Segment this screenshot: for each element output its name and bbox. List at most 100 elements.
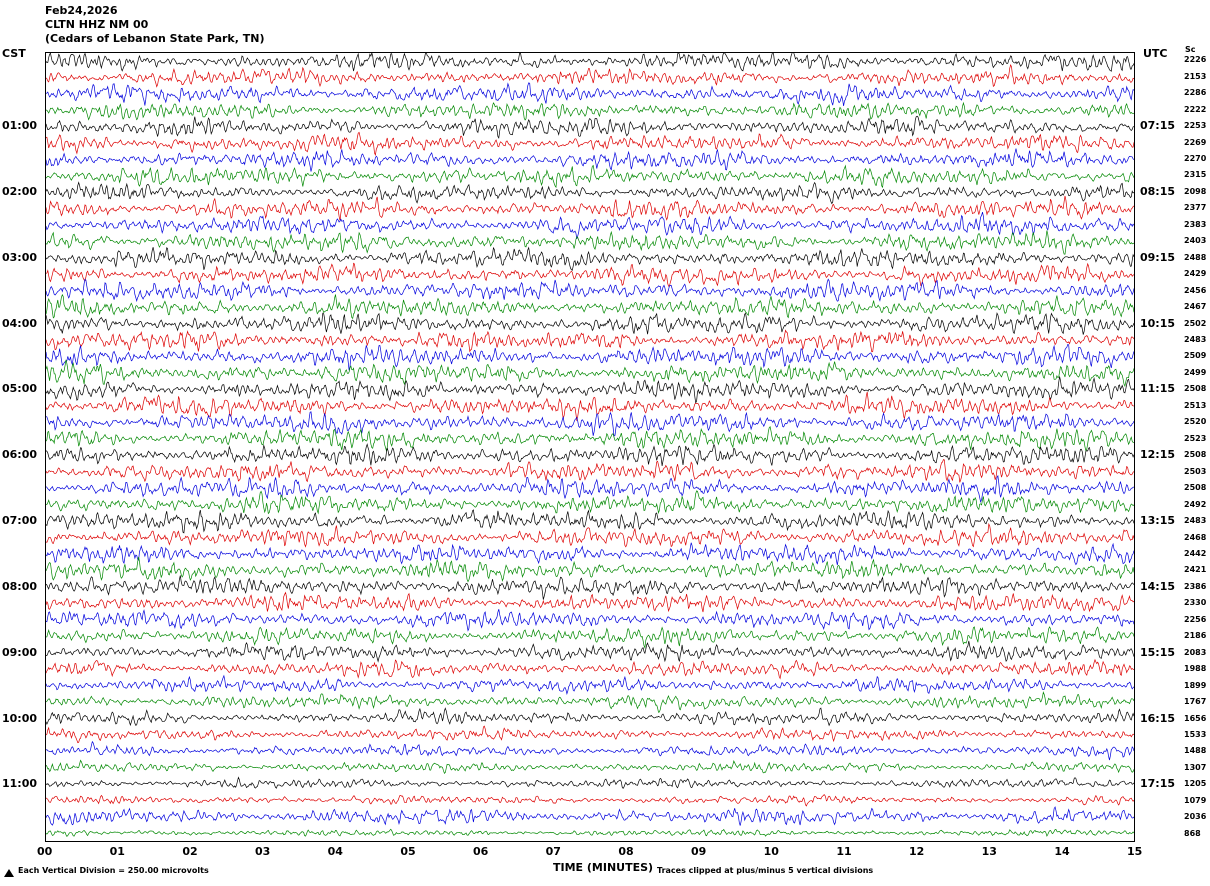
scale-value: 2508 [1184,483,1207,493]
scale-value: 1533 [1184,730,1207,740]
scale-value: 1988 [1184,664,1207,674]
seismic-trace [46,490,1134,515]
x-tick-label: 12 [909,845,925,858]
seismic-trace [46,759,1134,774]
scale-value: 1307 [1184,762,1207,772]
scale-value: 2523 [1184,433,1207,443]
x-tick-label: 06 [473,845,489,858]
scale-value: 2383 [1184,219,1207,229]
scale-value: 1767 [1184,697,1207,707]
scale-value: 2269 [1184,137,1207,147]
seismic-trace [46,181,1134,205]
scale-value: 2098 [1184,186,1207,196]
x-tick-label: 01 [109,845,125,858]
seismic-trace [46,740,1134,761]
seismic-trace [46,776,1134,790]
scale-value: 2330 [1184,598,1207,608]
scale-value: 2083 [1184,647,1207,657]
x-tick-label: 02 [182,845,198,858]
seismic-trace [46,691,1134,713]
seismic-trace [46,376,1134,404]
left-time-label: 02:00 [2,184,38,198]
scale-value: 2403 [1184,236,1207,246]
seismic-trace [46,101,1134,121]
scale-marker-icon [4,869,14,877]
header-date: Feb24,2026 [45,4,118,17]
scale-value: 2468 [1184,532,1207,542]
scale-header: Sc [1185,45,1196,54]
seismic-trace [46,575,1134,600]
scale-value: 2503 [1184,466,1207,476]
seismic-trace [46,82,1134,107]
header-station: CLTN HHZ NM 00 [45,18,149,31]
left-time-label: 10:00 [2,711,38,725]
helicorder-plot[interactable] [45,52,1135,842]
scale-value: 1899 [1184,680,1207,690]
scale-value: 2286 [1184,88,1207,98]
scale-value: 868 [1184,828,1201,838]
right-time-label: 16:15 [1140,711,1176,725]
seismic-trace [46,707,1134,727]
scale-value: 2509 [1184,351,1207,361]
x-tick-label: 03 [255,845,271,858]
seismic-trace [46,674,1134,695]
seismic-trace [46,474,1134,504]
seismic-trace [46,246,1134,271]
scale-value: 2492 [1184,499,1207,509]
seismic-trace [46,293,1134,320]
right-time-label: 11:15 [1140,382,1176,396]
scale-value: 2253 [1184,121,1207,131]
scale-value: 2508 [1184,384,1207,394]
scale-value: 2421 [1184,565,1207,575]
seismic-trace [46,359,1134,388]
right-time-label: 08:15 [1140,184,1176,198]
axis-label-cst: CST [2,47,26,60]
seismic-trace [46,609,1134,632]
left-time-label: 11:00 [2,777,38,791]
x-tick-label: 14 [1054,845,1070,858]
scale-value: 1079 [1184,795,1207,805]
seismic-trace [46,794,1134,807]
seismic-trace [46,312,1134,335]
scale-value: 2256 [1184,614,1207,624]
scale-value: 2226 [1184,55,1207,65]
seismic-trace [46,426,1134,453]
x-axis-title: TIME (MINUTES) [553,861,654,874]
right-time-label: 15:15 [1140,645,1176,659]
seismic-trace [46,212,1134,239]
axis-label-utc: UTC [1143,47,1168,60]
left-time-label: 06:00 [2,448,38,462]
seismic-trace [46,591,1134,613]
x-tick-label: 09 [691,845,707,858]
seismic-trace [46,658,1134,680]
scale-value: 2186 [1184,631,1207,641]
x-tick-label: 05 [400,845,416,858]
seismic-trace [46,522,1134,548]
scale-value: 2456 [1184,285,1207,295]
right-time-label: 17:15 [1140,777,1176,791]
seismic-trace [46,230,1134,255]
x-tick-label: 11 [836,845,852,858]
right-time-label: 14:15 [1140,579,1176,593]
left-time-label: 03:00 [2,250,38,264]
left-time-label: 07:00 [2,514,38,528]
seismic-trace [46,828,1134,837]
x-tick-label: 13 [981,845,997,858]
right-time-label: 07:15 [1140,119,1176,133]
scale-value: 2377 [1184,203,1207,213]
seismic-trace [46,459,1134,483]
seismic-trace [46,164,1134,189]
seismic-trace [46,148,1134,172]
x-tick-label: 00 [37,845,53,858]
seismic-trace [46,806,1134,826]
seismic-trace [46,195,1134,221]
scale-value: 2483 [1184,335,1207,345]
seismic-trace [46,391,1134,421]
scale-value: 1205 [1184,779,1207,789]
scale-value: 2386 [1184,581,1207,591]
right-time-label: 09:15 [1140,250,1176,264]
seismic-trace [46,262,1134,287]
seismic-trace [46,343,1134,371]
footer-scale-note: Each Vertical Division = 250.00 microvol… [18,866,209,875]
scale-value: 2153 [1184,71,1207,81]
